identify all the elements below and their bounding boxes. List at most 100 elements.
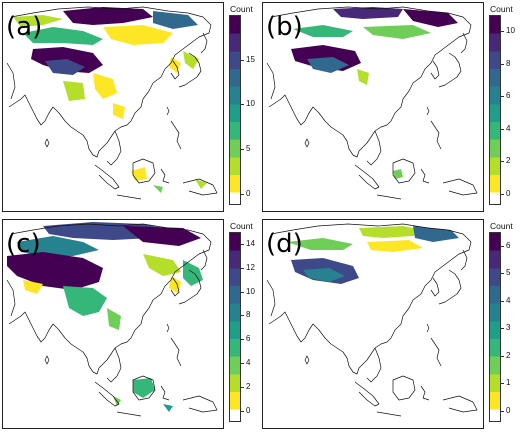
legend-tick-mark bbox=[501, 193, 504, 195]
legend-title: Count bbox=[490, 4, 513, 14]
legend-tick-mark bbox=[241, 410, 244, 412]
count-region bbox=[63, 81, 85, 101]
colorbar-legend: Count 0 1 2 3 4 5 6 bbox=[488, 221, 518, 431]
count-region bbox=[183, 51, 199, 69]
map-svg bbox=[6, 6, 218, 200]
coastline bbox=[442, 178, 478, 196]
legend-tick-mark bbox=[501, 161, 504, 163]
coastline bbox=[6, 279, 16, 317]
coastline bbox=[8, 6, 212, 158]
legend-tick-label: 0 bbox=[506, 405, 511, 415]
legend-tick-label: 12 bbox=[246, 262, 255, 272]
coastline bbox=[392, 375, 416, 401]
coastline bbox=[182, 178, 218, 196]
map-frame bbox=[262, 219, 484, 429]
coastline bbox=[200, 32, 208, 54]
count-region bbox=[123, 226, 201, 246]
legend-tick-label: 10 bbox=[506, 26, 515, 36]
coastline bbox=[6, 62, 16, 100]
legend-tick-label: 15 bbox=[246, 54, 255, 64]
map-svg bbox=[6, 222, 218, 417]
coastline bbox=[170, 60, 180, 80]
panel-c: (c) Count 0 2 4 6 8 10 12 14 bbox=[0, 217, 260, 434]
legend-tick-label: 4 bbox=[506, 123, 511, 133]
count-region bbox=[287, 238, 353, 250]
count-region bbox=[133, 378, 155, 398]
map-svg bbox=[266, 6, 478, 200]
coastline bbox=[166, 323, 170, 333]
count-region bbox=[363, 25, 431, 39]
legend-tick-mark bbox=[241, 386, 244, 388]
count-region bbox=[63, 7, 153, 25]
map-frame bbox=[2, 2, 224, 212]
legend-tick-mark bbox=[501, 273, 504, 275]
map-svg bbox=[266, 223, 478, 417]
count-region bbox=[359, 226, 423, 238]
colorbar bbox=[489, 232, 501, 422]
count-region bbox=[7, 252, 103, 290]
coastline bbox=[160, 385, 170, 401]
coastline bbox=[132, 375, 156, 401]
count-region bbox=[113, 103, 125, 119]
count-region bbox=[63, 286, 107, 316]
legend-tick-mark bbox=[241, 362, 244, 364]
map-frame bbox=[262, 2, 484, 212]
legend-tick-label: 10 bbox=[246, 99, 255, 109]
legend-tick-label: 5 bbox=[506, 268, 511, 278]
panel-label: (a) bbox=[6, 12, 43, 42]
count-region bbox=[357, 69, 369, 85]
legend-tick-mark bbox=[241, 291, 244, 293]
legend-tick-mark bbox=[241, 267, 244, 269]
count-region bbox=[163, 404, 173, 412]
coastline bbox=[376, 194, 402, 200]
coastline bbox=[304, 355, 310, 365]
coastline bbox=[438, 269, 462, 305]
count-region bbox=[195, 179, 207, 189]
coastline bbox=[460, 249, 468, 271]
coastline bbox=[438, 52, 462, 88]
legend-tick-label: 14 bbox=[246, 238, 255, 248]
count-region bbox=[17, 236, 99, 256]
count-region bbox=[293, 25, 353, 37]
panel-b: (b) Count 0 2 4 6 8 10 bbox=[260, 0, 520, 217]
legend-tick-label: 4 bbox=[246, 357, 251, 367]
coastline bbox=[170, 277, 180, 297]
coastline bbox=[426, 323, 430, 333]
legend-tick-mark bbox=[501, 96, 504, 98]
coastline bbox=[266, 279, 276, 317]
coastline bbox=[442, 395, 478, 413]
panel-label: (d) bbox=[266, 229, 303, 259]
coastline bbox=[170, 120, 182, 150]
coastline bbox=[178, 52, 202, 88]
legend-tick-label: 0 bbox=[246, 188, 251, 198]
legend-tick-label: 8 bbox=[246, 310, 251, 320]
coastline bbox=[354, 164, 380, 190]
count-region bbox=[303, 268, 345, 282]
panel-d: (d) Count 0 1 2 3 4 5 6 bbox=[260, 217, 520, 434]
coastline bbox=[354, 381, 380, 407]
count-region bbox=[23, 27, 103, 45]
coastline bbox=[182, 395, 218, 413]
legend-tick-label: 2 bbox=[506, 350, 511, 360]
coastline bbox=[44, 138, 50, 148]
coastline bbox=[160, 168, 170, 184]
coastline bbox=[200, 249, 208, 271]
count-region bbox=[413, 226, 459, 242]
count-region bbox=[153, 11, 198, 29]
legend-tick-mark bbox=[241, 104, 244, 106]
legend-tick-mark bbox=[241, 193, 244, 195]
coastline bbox=[106, 347, 122, 383]
count-region bbox=[45, 59, 85, 75]
legend-title: Count bbox=[230, 4, 253, 14]
panel-label: (b) bbox=[266, 12, 303, 42]
colorbar bbox=[229, 232, 241, 422]
legend-tick-mark bbox=[501, 128, 504, 130]
colorbar bbox=[229, 15, 241, 205]
count-region bbox=[403, 9, 458, 27]
count-region bbox=[169, 57, 181, 73]
legend-title: Count bbox=[490, 221, 513, 231]
coastline bbox=[420, 385, 430, 401]
coastline bbox=[430, 120, 442, 150]
coastline bbox=[44, 355, 50, 365]
panel-label: (c) bbox=[6, 229, 41, 259]
